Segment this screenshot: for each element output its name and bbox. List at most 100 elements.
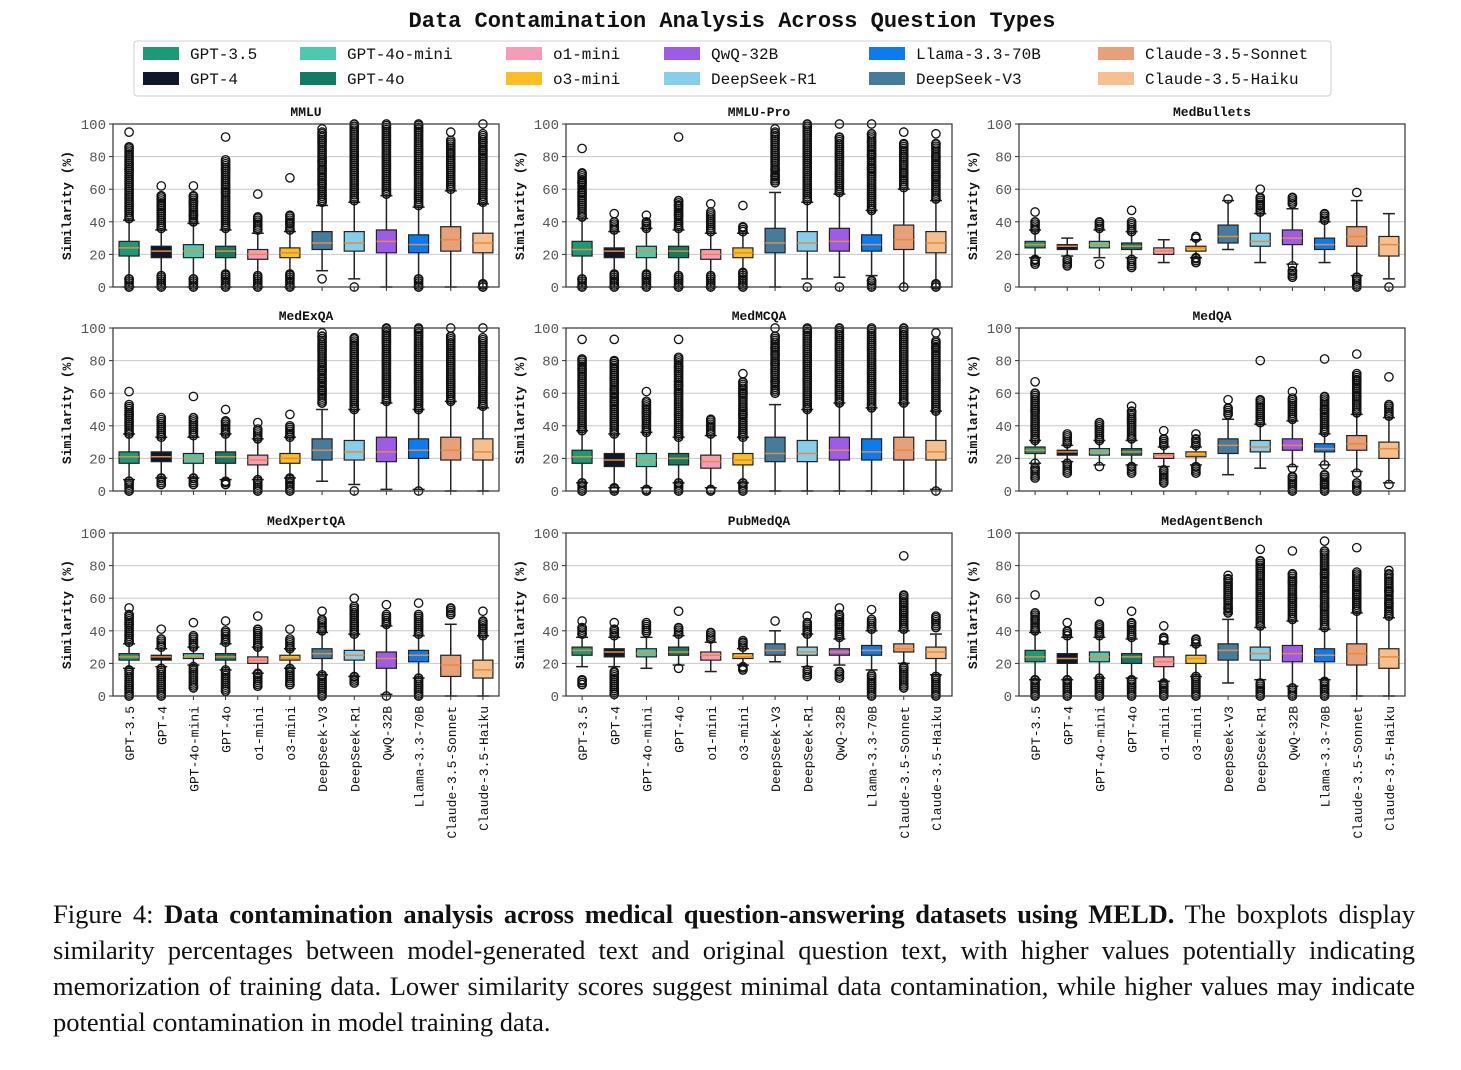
box-iqr (1056, 449, 1078, 456)
outlier-point (1030, 608, 1040, 618)
y-tick-label: 40 (542, 420, 559, 436)
outlier-point (1384, 411, 1394, 421)
box-iqr (667, 452, 690, 466)
outlier-point (1319, 404, 1330, 415)
outlier-point (673, 432, 684, 443)
outlier-point (738, 432, 748, 443)
outlier-point (1191, 440, 1201, 451)
outlier-point (1094, 461, 1105, 472)
outlier-point (1062, 617, 1073, 628)
box-gpt-3-5 (1024, 590, 1046, 701)
outlier-point (156, 200, 167, 211)
outlier-point (188, 630, 199, 641)
outlier-point (1223, 573, 1233, 584)
box-deepseek-v3 (311, 606, 333, 701)
box-gpt-4 (1056, 237, 1078, 271)
outlier-point (188, 181, 199, 191)
legend-swatch (869, 72, 905, 85)
outlier-point (866, 205, 877, 216)
legend-label: DeepSeek-R1 (711, 71, 817, 89)
outlier-point (577, 168, 587, 178)
outlier-point (478, 401, 488, 412)
box-o1-mini (1153, 621, 1175, 701)
outlier-point (1384, 598, 1394, 608)
box-iqr (828, 227, 851, 252)
y-tick-label: 80 (89, 151, 106, 167)
box-claude-3-5-sonnet (440, 127, 462, 288)
outlier-point (478, 616, 488, 626)
box-iqr (440, 436, 462, 461)
outlier-point (641, 269, 652, 279)
y-tick-label: 80 (89, 560, 106, 576)
outlier-point (738, 642, 748, 652)
box-gpt-4o-mini (182, 391, 205, 490)
outlier-point (1030, 254, 1040, 265)
box-iqr (472, 659, 494, 679)
outlier-point (1191, 252, 1201, 263)
y-tick-label: 40 (995, 625, 1012, 641)
outlier-point (478, 630, 488, 641)
y-tick-label: 20 (542, 452, 559, 468)
panels: MMLU 0 20 40 60 80 100 Similarity (%) MMLU-Pro 0 2… (60, 105, 1406, 839)
x-tick-label: o3-mini (737, 706, 752, 761)
outlier-point (673, 606, 684, 617)
outlier-point (124, 164, 134, 175)
outlier-point (1287, 568, 1298, 579)
outlier-point (577, 334, 587, 345)
x-tick-label: DeepSeek-R1 (801, 706, 816, 792)
outlier-point (866, 614, 877, 625)
outlier-point (124, 141, 134, 152)
outlier-point (317, 156, 327, 167)
outlier-point (1094, 619, 1105, 630)
box-iqr (828, 436, 851, 461)
outlier-point (1030, 674, 1040, 685)
box-deepseek-v3 (764, 323, 786, 492)
box-iqr (150, 654, 172, 661)
outlier-point (381, 619, 392, 630)
outlier-point (673, 334, 684, 345)
outlier-point (1094, 673, 1105, 683)
outlier-point (188, 661, 199, 672)
outlier-point (220, 269, 231, 279)
box-o1-mini (1153, 238, 1175, 264)
outlier-point (1191, 671, 1201, 682)
box-qwq-32b (375, 323, 398, 491)
outlier-point (1255, 593, 1266, 604)
outlier-point (577, 679, 587, 690)
legend-swatch (300, 72, 336, 85)
box-claude-3-5-haiku (1378, 372, 1400, 490)
outlier-point (188, 430, 199, 441)
outlier-point (1255, 207, 1266, 217)
outlier-point (252, 424, 263, 434)
outlier-point (673, 477, 684, 488)
outlier-point (641, 396, 652, 407)
box-o3-mini (732, 368, 754, 496)
y-tick-label: 60 (89, 387, 106, 403)
x-tick-label: QwQ-32B (380, 706, 395, 761)
outlier-point (834, 673, 845, 683)
outlier-point (1351, 375, 1362, 386)
outlier-point (381, 396, 392, 407)
outlier-point (609, 624, 620, 635)
outlier-point (445, 396, 456, 407)
outlier-point (220, 476, 231, 487)
outlier-point (124, 386, 134, 397)
box-iqr (635, 245, 658, 259)
y-tick-label: 40 (89, 420, 106, 436)
x-tick-label: Claude-3.5-Sonnet (898, 706, 913, 839)
box-o1-mini (247, 611, 269, 692)
outlier-point (124, 399, 134, 410)
legend-label: Llama-3.3-70B (916, 46, 1041, 64)
outlier-point (898, 168, 909, 178)
box-deepseek-r1 (343, 119, 365, 292)
outlier-point (931, 171, 941, 182)
y-axis-label: Similarity (%) (966, 355, 981, 464)
box-gpt-3-5 (118, 127, 140, 292)
box-iqr (635, 648, 658, 658)
outlier-point (1062, 438, 1073, 449)
outlier-point (188, 682, 199, 693)
y-tick-label: 0 (98, 690, 106, 706)
outlier-point (1030, 473, 1040, 483)
outlier-point (1062, 254, 1073, 265)
outlier-point (413, 404, 424, 415)
